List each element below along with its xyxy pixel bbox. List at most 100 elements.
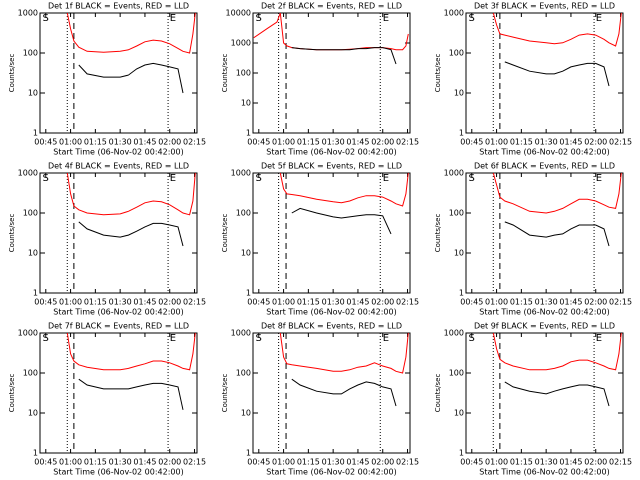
chart-title: Det 2f BLACK = Events, RED = LLD xyxy=(261,2,402,11)
x-tick-label: 00:45 xyxy=(460,298,483,307)
annotation: E xyxy=(596,13,602,24)
data-line xyxy=(492,173,622,214)
y-tick-label: 1000 xyxy=(444,329,464,338)
annotation: S xyxy=(468,173,474,184)
panel: Det 9f BLACK = Events, RED = LLD Start Ti… xyxy=(434,322,632,477)
x-tick-label: 01:15 xyxy=(510,458,533,467)
y-axis-label: Counts/sec xyxy=(434,214,442,253)
chart-title: Det 7f BLACK = Events, RED = LLD xyxy=(48,322,189,331)
annotation: S xyxy=(468,333,474,344)
x-tick-label: 01:30 xyxy=(109,458,132,467)
chart-title: Det 5f BLACK = Events, RED = LLD xyxy=(261,162,402,171)
x-tick-label: 01:30 xyxy=(322,298,345,307)
data-area xyxy=(279,333,409,407)
x-tick-label: 01:15 xyxy=(84,138,107,147)
x-tick-label: 02:00 xyxy=(584,458,607,467)
x-tick-label: 02:15 xyxy=(609,298,632,307)
x-tick-label: 00:45 xyxy=(247,138,270,147)
data-line xyxy=(492,13,622,47)
x-tick-label: 01:30 xyxy=(109,298,132,307)
x-axis-label: Start Time (06-Nov-02 00:42:00) xyxy=(266,468,396,477)
y-tick-label: 100 xyxy=(236,69,251,78)
y-tick-label: 1000 xyxy=(231,39,251,48)
x-tick-label: 00:45 xyxy=(34,138,57,147)
plot-frame xyxy=(465,172,624,294)
y-tick-label: 1 xyxy=(459,129,464,138)
chart-title: Det 6f BLACK = Events, RED = LLD xyxy=(474,162,615,171)
data-line xyxy=(78,221,184,247)
chart-title: Det 8f BLACK = Events, RED = LLD xyxy=(261,322,402,331)
y-tick-label: 1000 xyxy=(231,329,251,338)
x-tick-label: 01:15 xyxy=(510,298,533,307)
plot-frame xyxy=(252,12,411,134)
annotation: S xyxy=(42,13,48,24)
x-tick-label: 01:45 xyxy=(346,138,369,147)
x-tick-label: 02:15 xyxy=(609,458,632,467)
data-area xyxy=(66,333,196,410)
annotation: E xyxy=(170,13,176,24)
data-area xyxy=(492,173,622,247)
y-tick-label: 100 xyxy=(236,369,251,378)
data-line xyxy=(291,207,392,235)
x-tick-label: 02:00 xyxy=(371,298,394,307)
x-tick-label: 01:45 xyxy=(559,138,582,147)
plot-frame xyxy=(465,12,624,134)
chart-title: Det 4f BLACK = Events, RED = LLD xyxy=(48,162,189,171)
panel: Det 7f BLACK = Events, RED = LLD Start Ti… xyxy=(8,322,206,477)
x-tick-label: 01:45 xyxy=(133,138,156,147)
chart-title: Det 3f BLACK = Events, RED = LLD xyxy=(474,2,615,11)
plot-frame xyxy=(252,172,411,294)
panel: Det 3f BLACK = Events, RED = LLD Start Ti… xyxy=(434,2,632,157)
y-axis-label: Counts/sec xyxy=(221,214,229,253)
x-tick-label: 01:30 xyxy=(322,138,345,147)
y-tick-label: 100 xyxy=(449,49,464,58)
annotation: E xyxy=(383,333,389,344)
x-tick-label: 02:00 xyxy=(371,138,394,147)
y-tick-label: 10 xyxy=(241,249,251,258)
y-axis-label: Counts/sec xyxy=(434,374,442,413)
x-tick-label: 02:00 xyxy=(158,138,181,147)
x-tick-label: 00:45 xyxy=(34,458,57,467)
x-axis-label: Start Time (06-Nov-02 00:42:00) xyxy=(479,308,609,317)
x-tick-label: 01:45 xyxy=(559,458,582,467)
y-tick-label: 1 xyxy=(33,129,38,138)
plot-frame xyxy=(252,332,411,454)
x-tick-label: 01:15 xyxy=(297,298,320,307)
annotation: E xyxy=(596,173,602,184)
x-tick-label: 00:45 xyxy=(247,458,270,467)
x-tick-label: 01:15 xyxy=(84,298,107,307)
y-tick-label: 1 xyxy=(459,449,464,458)
x-tick-label: 02:15 xyxy=(396,138,419,147)
x-tick-label: 01:15 xyxy=(510,138,533,147)
data-line xyxy=(291,378,397,407)
x-tick-label: 00:45 xyxy=(460,458,483,467)
data-line xyxy=(78,378,184,410)
x-axis-label: Start Time (06-Nov-02 00:42:00) xyxy=(53,468,183,477)
annotation: S xyxy=(468,13,474,24)
panel: Det 4f BLACK = Events, RED = LLD Start Ti… xyxy=(8,162,206,317)
y-tick-label: 1000 xyxy=(18,169,38,178)
annotation: S xyxy=(255,13,261,24)
x-tick-label: 02:00 xyxy=(584,298,607,307)
data-line xyxy=(66,173,196,216)
y-axis-label: Counts/sec xyxy=(221,54,229,93)
x-tick-label: 01:45 xyxy=(346,458,369,467)
y-axis-label: Counts/sec xyxy=(8,374,16,413)
x-tick-label: 01:30 xyxy=(535,298,558,307)
annotation: E xyxy=(383,173,389,184)
y-tick-label: 1000 xyxy=(231,169,251,178)
x-tick-label: 01:45 xyxy=(559,298,582,307)
annotation: E xyxy=(170,173,176,184)
y-tick-label: 1 xyxy=(33,449,38,458)
y-tick-label: 10 xyxy=(28,249,38,258)
y-tick-label: 100 xyxy=(23,209,38,218)
x-tick-label: 02:15 xyxy=(609,138,632,147)
x-axis-label: Start Time (06-Nov-02 00:42:00) xyxy=(53,308,183,317)
y-tick-label: 100 xyxy=(236,209,251,218)
data-line xyxy=(291,47,397,65)
data-area xyxy=(279,173,409,235)
y-tick-label: 1000 xyxy=(18,9,38,18)
x-tick-label: 01:30 xyxy=(535,458,558,467)
y-tick-label: 10 xyxy=(454,249,464,258)
y-tick-label: 1000 xyxy=(444,9,464,18)
